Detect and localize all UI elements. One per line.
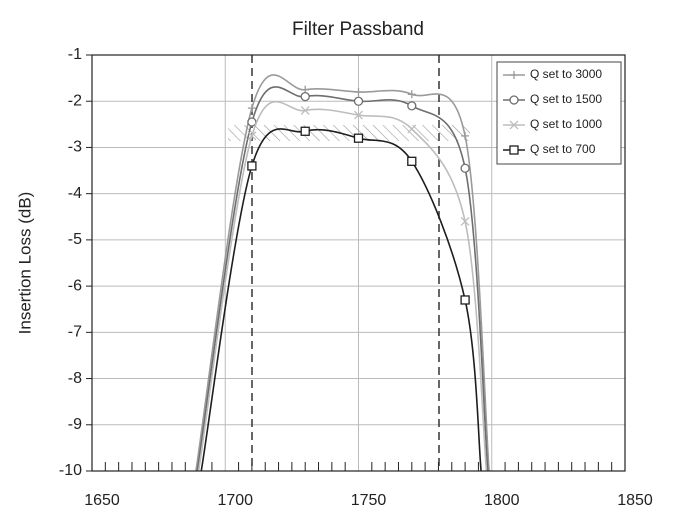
y-tick-label: -9 bbox=[68, 416, 82, 433]
marker bbox=[407, 90, 416, 99]
marker bbox=[407, 101, 417, 111]
marker bbox=[460, 295, 470, 305]
series-line bbox=[197, 101, 488, 472]
marker bbox=[247, 161, 257, 171]
legend-label: Q set to 700 bbox=[530, 142, 596, 156]
legend: Q set to 3000 Q set to 1500 Q set to 1000 Q… bbox=[496, 61, 622, 165]
x-tick-label: 1650 bbox=[84, 492, 120, 509]
marker bbox=[407, 156, 417, 166]
marker bbox=[354, 87, 363, 96]
y-tick-label: -8 bbox=[68, 370, 82, 387]
x-tick-label: 1750 bbox=[351, 492, 387, 509]
y-tick-label: -4 bbox=[68, 185, 82, 202]
marker bbox=[354, 110, 363, 120]
marker bbox=[509, 145, 519, 155]
x-tick-label: 1850 bbox=[617, 492, 653, 509]
y-tick-label: -10 bbox=[59, 462, 82, 479]
marker bbox=[300, 126, 310, 136]
y-axis-label: Insertion Loss (dB) bbox=[15, 192, 34, 335]
marker bbox=[510, 71, 518, 79]
legend-label: Q set to 1500 bbox=[530, 92, 602, 106]
y-tick-label: -2 bbox=[68, 92, 82, 109]
marker bbox=[407, 124, 417, 134]
chart-title: Filter Passband bbox=[292, 19, 424, 40]
marker bbox=[300, 106, 310, 115]
x-tick-label: 1700 bbox=[217, 492, 253, 509]
legend-label: Q set to 3000 bbox=[530, 67, 602, 81]
marker bbox=[353, 133, 364, 143]
marker bbox=[247, 104, 256, 113]
spec-hatch bbox=[228, 125, 470, 141]
plot bbox=[195, 74, 490, 472]
marker bbox=[461, 131, 470, 140]
marker bbox=[300, 91, 310, 102]
series-line bbox=[196, 86, 489, 472]
marker bbox=[509, 120, 519, 130]
marker bbox=[247, 131, 257, 141]
marker bbox=[460, 216, 470, 226]
x-tick-label: 1800 bbox=[484, 492, 520, 509]
y-tick-label: -6 bbox=[68, 277, 82, 294]
y-tick-label: -5 bbox=[68, 231, 82, 248]
y-tick-label: -3 bbox=[68, 139, 82, 156]
marker bbox=[509, 95, 519, 105]
y-tick-label: -7 bbox=[68, 324, 82, 341]
legend-label: Q set to 1000 bbox=[530, 117, 602, 131]
y-tick-label: -1 bbox=[68, 46, 82, 63]
marker bbox=[247, 117, 257, 127]
plot-frame bbox=[91, 54, 626, 472]
marker bbox=[353, 96, 364, 106]
marker bbox=[460, 163, 470, 173]
